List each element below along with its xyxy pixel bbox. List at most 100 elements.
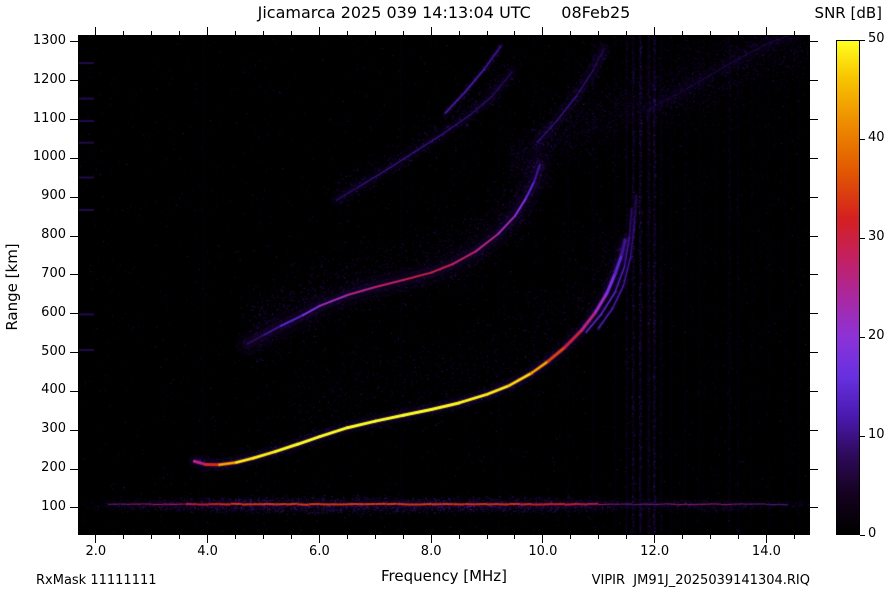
y-tick xyxy=(70,313,78,315)
colorbar-tick xyxy=(860,39,865,41)
x-minor-tick xyxy=(458,535,460,539)
x-minor-tick-top xyxy=(598,31,600,35)
y-tick-label: 1100 xyxy=(32,110,66,126)
x-tick-label: 12.0 xyxy=(640,544,670,559)
y-tick xyxy=(70,507,78,509)
x-tick xyxy=(430,535,432,543)
x-minor-tick-top xyxy=(710,31,712,35)
colorbar-tick xyxy=(860,534,865,536)
y-tick xyxy=(70,429,78,431)
x-minor-tick-top xyxy=(151,31,153,35)
x-tick-top xyxy=(207,27,209,35)
y-tick xyxy=(70,41,78,43)
colorbar-tick-label: 30 xyxy=(868,229,884,244)
y-tick-label: 600 xyxy=(41,304,66,320)
x-minor-tick-top xyxy=(263,31,264,35)
x-minor-tick xyxy=(626,535,628,539)
y-tick-label: 800 xyxy=(41,227,66,243)
y-tick-right xyxy=(810,196,818,198)
colorbar-tick xyxy=(860,336,865,338)
y-tick xyxy=(70,468,78,470)
colorbar-tick-label: 40 xyxy=(868,130,884,145)
x-minor-tick-top xyxy=(793,31,795,35)
x-tick-label: 8.0 xyxy=(420,544,442,559)
y-tick xyxy=(70,157,78,159)
y-tick-label: 300 xyxy=(41,421,66,437)
x-tick xyxy=(765,535,767,543)
colorbar-tick xyxy=(860,237,865,239)
x-minor-tick xyxy=(179,535,181,539)
x-minor-tick-top xyxy=(290,31,292,35)
x-tick-top xyxy=(95,27,97,35)
colorbar-tick-label: 0 xyxy=(868,526,877,541)
x-tick-top xyxy=(542,27,544,35)
x-tick-label: 4.0 xyxy=(197,544,218,559)
filename-text: VIPIR JM91J_2025039141304.RIQ xyxy=(591,573,810,588)
x-tick xyxy=(542,535,544,543)
x-minor-tick xyxy=(263,535,264,539)
x-minor-tick xyxy=(793,535,795,539)
y-tick-right xyxy=(810,157,818,159)
colorbar-tick xyxy=(860,435,865,437)
colorbar-tick-label: 50 xyxy=(868,31,884,46)
y-tick-label: 400 xyxy=(41,382,66,398)
colorbar-tick xyxy=(860,138,865,140)
ionogram-heatmap xyxy=(79,36,809,534)
y-tick-label: 500 xyxy=(41,343,66,359)
x-minor-tick-top xyxy=(123,31,125,35)
x-tick-label: 6.0 xyxy=(309,544,330,559)
y-tick-label: 1200 xyxy=(32,71,66,87)
y-tick-right xyxy=(810,313,818,315)
x-minor-tick-top xyxy=(737,31,739,35)
y-tick-right xyxy=(810,119,818,121)
y-tick-label: 700 xyxy=(41,265,66,281)
y-tick-label: 1000 xyxy=(32,149,66,165)
y-tick-right xyxy=(810,429,818,431)
x-minor-tick-top xyxy=(179,31,181,35)
x-minor-tick xyxy=(570,535,572,539)
colorbar-tick-label: 10 xyxy=(868,427,884,442)
x-tick xyxy=(318,535,320,543)
colorbar xyxy=(836,40,860,535)
x-tick-label: 10.0 xyxy=(528,544,558,559)
x-minor-tick-top xyxy=(402,31,404,35)
rxmask-text: RxMask 11111111 xyxy=(36,573,157,588)
x-minor-tick-top xyxy=(346,31,348,35)
y-tick xyxy=(70,119,78,121)
plot-title: Jicamarca 2025 039 14:13:04 UTC 08Feb25 xyxy=(257,3,631,22)
x-tick xyxy=(95,535,97,543)
x-tick-top xyxy=(765,27,767,35)
x-minor-tick xyxy=(737,535,739,539)
y-tick xyxy=(70,352,78,354)
x-tick-top xyxy=(654,27,656,35)
y-tick xyxy=(70,390,78,392)
colorbar-title: SNR [dB] xyxy=(814,4,882,22)
x-minor-tick-top xyxy=(626,31,628,35)
x-minor-tick xyxy=(151,535,153,539)
x-minor-tick-top xyxy=(486,31,488,35)
x-minor-tick xyxy=(346,535,348,539)
x-minor-tick xyxy=(290,535,292,539)
colorbar-tick-label: 20 xyxy=(868,328,884,343)
x-tick xyxy=(654,535,656,543)
x-minor-tick-top xyxy=(235,31,237,35)
x-minor-tick-top xyxy=(514,31,516,35)
x-minor-tick xyxy=(486,535,488,539)
y-tick-label: 200 xyxy=(41,460,66,475)
y-tick-right xyxy=(810,41,818,43)
x-tick-label: 2.0 xyxy=(85,544,107,559)
x-tick-top xyxy=(318,27,320,35)
x-tick-label: 14.0 xyxy=(751,544,781,559)
y-tick xyxy=(70,196,78,198)
y-tick-right xyxy=(810,80,818,82)
x-minor-tick xyxy=(598,535,600,539)
y-tick xyxy=(70,274,78,276)
y-tick-label: 1300 xyxy=(32,32,66,48)
y-tick-right xyxy=(810,274,818,276)
x-minor-tick-top xyxy=(374,31,376,35)
x-minor-tick-top xyxy=(570,31,572,35)
x-minor-tick xyxy=(402,535,404,539)
x-minor-tick-top xyxy=(458,31,460,35)
y-tick-right xyxy=(810,468,818,470)
plot-area xyxy=(78,35,810,535)
